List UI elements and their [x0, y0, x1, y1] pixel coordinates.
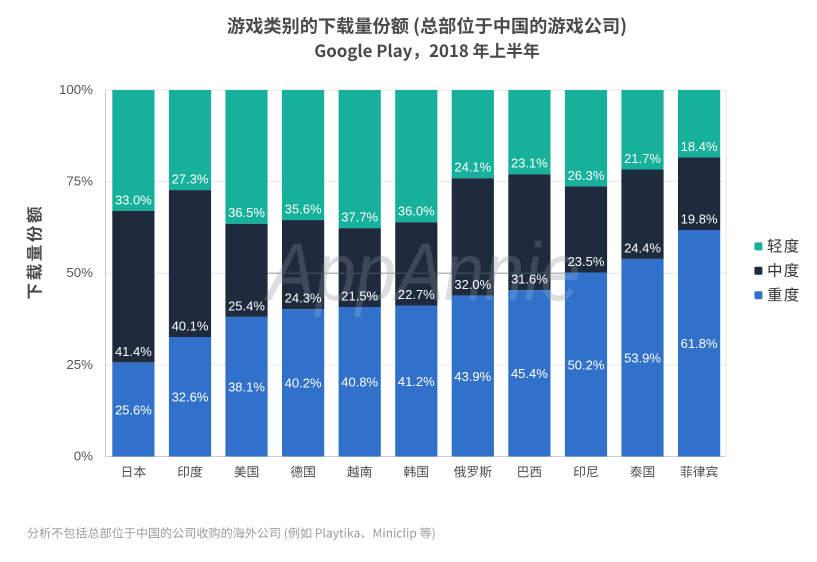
- svg-text:31.6%: 31.6%: [511, 272, 548, 287]
- svg-text:38.1%: 38.1%: [228, 380, 265, 395]
- svg-text:32.0%: 32.0%: [454, 277, 491, 292]
- svg-text:75%: 75%: [66, 174, 93, 189]
- svg-text:61.8%: 61.8%: [681, 336, 718, 351]
- svg-text:35.6%: 35.6%: [285, 202, 322, 217]
- svg-text:37.7%: 37.7%: [341, 210, 378, 225]
- svg-text:36.5%: 36.5%: [228, 205, 265, 220]
- svg-text:24.3%: 24.3%: [285, 291, 322, 306]
- svg-text:25.4%: 25.4%: [228, 298, 265, 313]
- svg-text:24.1%: 24.1%: [454, 160, 491, 175]
- svg-text:53.9%: 53.9%: [624, 351, 661, 366]
- svg-text:40.1%: 40.1%: [172, 318, 209, 333]
- svg-text:36.0%: 36.0%: [398, 204, 435, 219]
- svg-text:32.6%: 32.6%: [172, 390, 209, 405]
- svg-text:22.7%: 22.7%: [398, 287, 435, 302]
- svg-text:40.8%: 40.8%: [341, 375, 378, 390]
- svg-text:50.2%: 50.2%: [568, 357, 605, 372]
- svg-text:0%: 0%: [74, 448, 93, 463]
- svg-text:33.0%: 33.0%: [115, 192, 152, 207]
- svg-text:41.2%: 41.2%: [398, 374, 435, 389]
- svg-text:21.5%: 21.5%: [341, 288, 378, 303]
- svg-text:18.4%: 18.4%: [681, 139, 718, 154]
- svg-text:26.3%: 26.3%: [568, 168, 605, 183]
- svg-text:45.4%: 45.4%: [511, 366, 548, 381]
- svg-text:100%: 100%: [59, 82, 93, 97]
- svg-text:21.7%: 21.7%: [624, 151, 661, 166]
- svg-text:24.4%: 24.4%: [624, 240, 661, 255]
- svg-text:43.9%: 43.9%: [454, 369, 491, 384]
- svg-text:25%: 25%: [66, 357, 93, 372]
- svg-text:27.3%: 27.3%: [172, 172, 209, 187]
- svg-text:25.6%: 25.6%: [115, 402, 152, 417]
- svg-text:41.4%: 41.4%: [115, 344, 152, 359]
- svg-text:AppAnnie: AppAnnie: [264, 227, 581, 318]
- svg-text:23.5%: 23.5%: [568, 254, 605, 269]
- svg-text:23.1%: 23.1%: [511, 156, 548, 171]
- svg-text:40.2%: 40.2%: [285, 376, 322, 391]
- svg-text:19.8%: 19.8%: [681, 211, 718, 226]
- svg-text:50%: 50%: [66, 265, 93, 280]
